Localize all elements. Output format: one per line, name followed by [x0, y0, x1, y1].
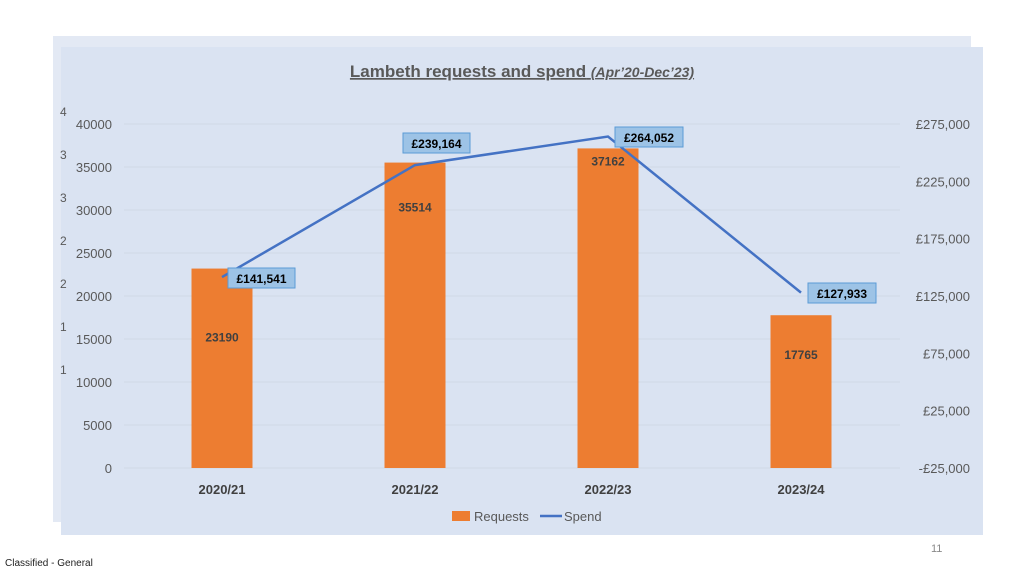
requests-data-labels: 23190 35514 37162 17765: [205, 154, 818, 362]
left-axis-tick-label: 15000: [76, 332, 112, 347]
classification-label: Classified - General: [5, 558, 93, 569]
x-axis-tick-label: 2020/21: [199, 482, 246, 497]
legend-requests-label: Requests: [474, 509, 529, 524]
left-axis-tick-label: 35000: [76, 160, 112, 175]
spend-data-label: £141,541: [236, 272, 286, 286]
right-axis-tick-label: £25,000: [923, 404, 970, 419]
x-axis-tick-labels: 2020/21 2021/22 2022/23 2023/24: [199, 482, 826, 497]
background-fragment: 3: [60, 148, 67, 162]
background-fragment: 2: [60, 234, 67, 248]
requests-bar: [577, 148, 639, 468]
x-axis-tick-label: 2022/23: [585, 482, 632, 497]
spend-series-line: [221, 135, 802, 294]
left-axis-tick-label: 5000: [83, 418, 112, 433]
spend-data-label: £264,052: [624, 131, 674, 145]
spend-line: [221, 135, 802, 294]
spend-data-label-box: [402, 132, 471, 154]
spend-data-label: £127,933: [817, 287, 867, 301]
legend-requests-swatch: [452, 511, 470, 521]
right-axis-tick-label: £225,000: [916, 174, 970, 189]
spend-data-label-box: [614, 126, 684, 148]
requests-bar: [191, 268, 253, 468]
requests-data-label: 17765: [784, 348, 818, 362]
right-axis: -£25,000 £25,000 £75,000 £125,000 £175,000 £2…: [916, 117, 970, 476]
requests-bar: [770, 315, 832, 468]
x-axis-tick-label: 2021/22: [392, 482, 439, 497]
right-axis-tick-label: £175,000: [916, 232, 970, 247]
left-axis-tick-label: 10000: [76, 375, 112, 390]
legend: Requests Spend: [452, 509, 602, 524]
spend-data-label-box: [227, 267, 296, 289]
x-axis-tick-label: 2023/24: [778, 482, 826, 497]
chart-title-suffix: (Apr’20-Dec’23): [591, 64, 695, 80]
left-axis-tick-label: 0: [105, 461, 112, 476]
slide-number: 11: [931, 543, 943, 555]
background-axis-fragments: 4 3 3 2 2 1 1: [60, 105, 67, 377]
requests-data-label: 35514: [398, 201, 432, 215]
background-fragment: 1: [60, 363, 67, 377]
left-axis-tick-label: 40000: [76, 117, 112, 132]
legend-spend-label: Spend: [564, 509, 602, 524]
requests-data-label: 37162: [591, 154, 625, 168]
right-axis-tick-label: -£25,000: [919, 461, 970, 476]
requests-bars: [191, 148, 832, 469]
right-axis-tick-label: £275,000: [916, 117, 970, 132]
left-axis-tick-label: 20000: [76, 289, 112, 304]
requests-bar: [384, 162, 446, 469]
left-axis-tick-label: 30000: [76, 203, 112, 218]
background-fragment: 2: [60, 277, 67, 291]
left-axis-tick-label: 25000: [76, 246, 112, 261]
right-axis-tick-label: £75,000: [923, 346, 970, 361]
spend-data-labels: £141,541 £239,164 £264,052 £127,933: [227, 126, 877, 304]
background-fragment: 3: [60, 191, 67, 205]
spend-data-label-box: [807, 282, 877, 304]
requests-data-label: 23190: [205, 331, 239, 345]
background-fragment: 4: [60, 105, 67, 119]
right-axis-tick-label: £125,000: [916, 289, 970, 304]
left-axis: 0 5000 10000 15000 20000 25000 30000 35000 40000: [76, 117, 112, 476]
chart-title-main: Lambeth requests and spend: [350, 62, 586, 81]
spend-data-label: £239,164: [411, 137, 461, 151]
chart-title: Lambeth requests and spend (Apr’20-Dec’2…: [350, 62, 694, 81]
background-fragment: 1: [60, 320, 67, 334]
svg-text:Lambeth requests and spend: Lambeth requests and spend (Apr’20-Dec’2…: [350, 62, 694, 81]
